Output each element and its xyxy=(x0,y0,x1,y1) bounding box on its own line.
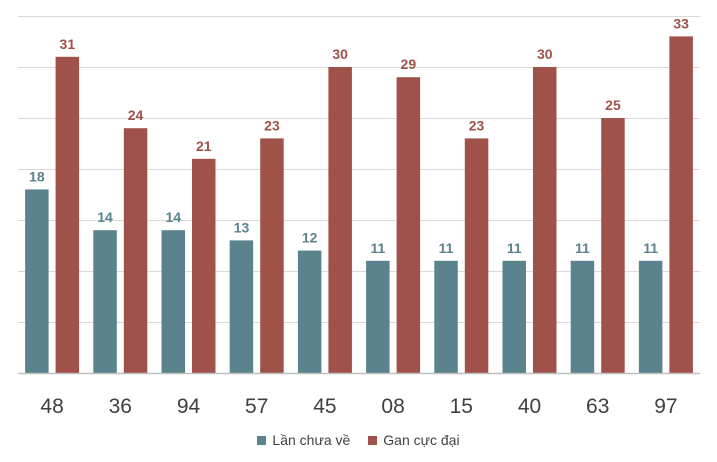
bar-series-1-48 xyxy=(25,189,49,373)
data-label-series-1-45: 12 xyxy=(302,230,318,246)
data-label-series-2-57: 23 xyxy=(264,117,280,133)
legend-label-series-1: Lần chưa về xyxy=(272,432,351,448)
bar-series-1-97 xyxy=(638,260,663,373)
bar-series-2-97 xyxy=(669,36,693,374)
bar-series-1-08 xyxy=(366,260,390,373)
bar-series-1-40 xyxy=(502,260,526,373)
data-label-series-1-15: 11 xyxy=(439,240,454,256)
category-label-97: 97 xyxy=(654,395,677,418)
data-label-series-1-40: 11 xyxy=(507,240,522,256)
bar-series-2-94 xyxy=(192,158,216,373)
bar-series-2-57 xyxy=(260,138,284,373)
data-label-series-1-36: 14 xyxy=(97,209,113,225)
bar-series-2-63 xyxy=(601,118,625,373)
bar-series-2-08 xyxy=(396,77,421,373)
data-label-series-2-97: 33 xyxy=(673,15,689,31)
data-label-series-2-45: 30 xyxy=(332,46,348,62)
bar-series-1-57 xyxy=(229,240,254,373)
legend-label-series-2: Gan cực đại xyxy=(383,432,460,448)
data-label-series-1-63: 11 xyxy=(575,240,590,256)
data-label-series-1-08: 11 xyxy=(370,240,385,256)
legend: Lần chưa về Gan cực đại xyxy=(0,432,717,448)
data-label-series-2-08: 29 xyxy=(401,56,417,72)
category-label-36: 36 xyxy=(109,395,132,418)
legend-swatch-series-1 xyxy=(257,435,267,445)
bar-series-1-45 xyxy=(297,250,322,373)
data-label-series-2-40: 30 xyxy=(537,46,553,62)
data-label-series-2-48: 31 xyxy=(60,36,76,52)
bar-series-1-36 xyxy=(93,230,117,373)
bar-series-2-40 xyxy=(533,67,557,373)
bar-series-1-15 xyxy=(434,260,458,373)
category-label-45: 45 xyxy=(313,395,336,418)
data-label-series-2-63: 25 xyxy=(605,97,621,113)
category-label-94: 94 xyxy=(177,395,201,418)
category-label-48: 48 xyxy=(40,395,63,418)
bar-series-1-63 xyxy=(570,260,595,373)
category-label-08: 08 xyxy=(381,395,404,418)
bar-series-2-15 xyxy=(464,138,489,373)
legend-swatch-series-2 xyxy=(368,435,378,445)
bar-chart-plot: 18 31 48 14 24 36 14 21 94 13 23 57 12 30 45 11 29 08 11 23… xyxy=(18,15,700,418)
data-label-series-1-48: 18 xyxy=(29,168,45,184)
bar-series-2-48 xyxy=(55,56,80,374)
category-label-63: 63 xyxy=(586,395,609,418)
data-label-series-2-94: 21 xyxy=(196,138,212,154)
legend-item-series-1: Lần chưa về xyxy=(257,432,350,448)
bar-series-1-94 xyxy=(161,230,185,373)
category-label-40: 40 xyxy=(518,395,541,418)
data-label-series-2-15: 23 xyxy=(469,117,485,133)
category-label-15: 15 xyxy=(450,395,473,418)
bar-series-2-45 xyxy=(328,67,352,373)
data-label-series-1-97: 11 xyxy=(643,240,658,256)
legend-item-series-2: Gan cực đại xyxy=(368,432,460,448)
data-label-series-2-36: 24 xyxy=(128,107,144,123)
data-label-series-1-94: 14 xyxy=(165,209,181,225)
bar-series-2-36 xyxy=(123,128,148,373)
data-label-series-1-57: 13 xyxy=(234,219,250,235)
category-label-57: 57 xyxy=(245,395,268,418)
